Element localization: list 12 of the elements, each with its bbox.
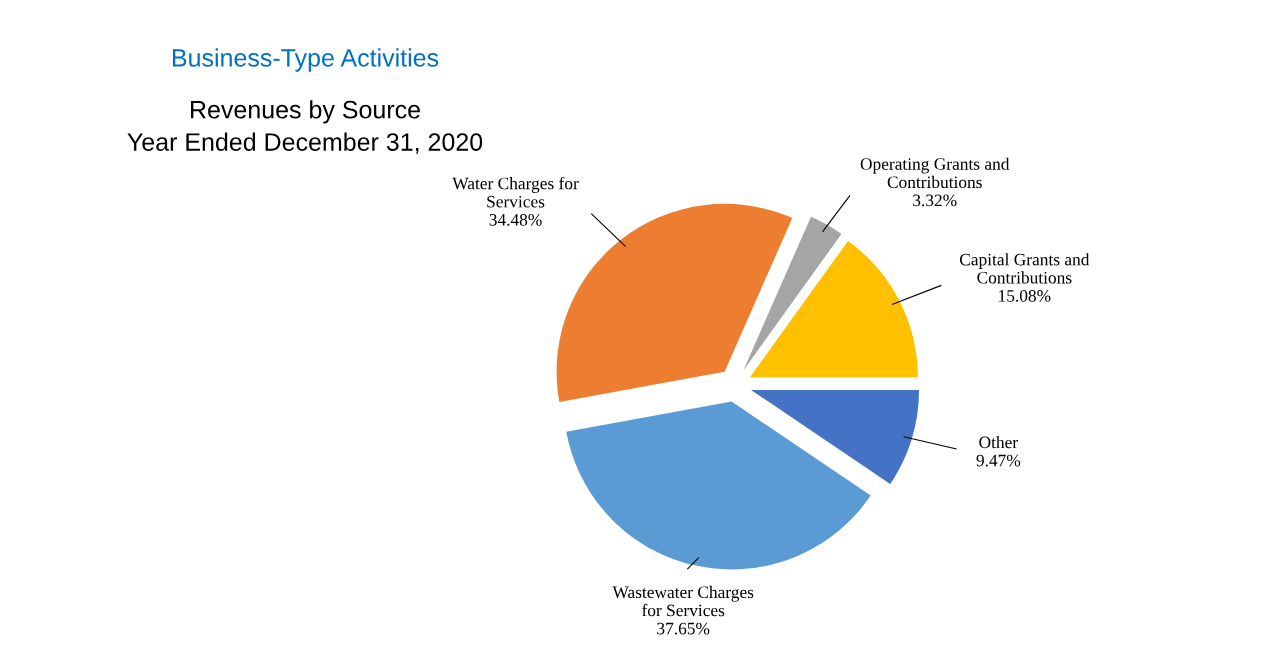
data-label: 37.65% bbox=[657, 622, 710, 635]
data-label: 3.32% bbox=[913, 194, 957, 207]
chart-subtitle: Revenues by Source Year Ended December 31, 2020 bbox=[127, 100, 483, 154]
data-label: 9.47% bbox=[976, 454, 1021, 467]
slice-label: Wastewater Charges for Services bbox=[612, 585, 754, 617]
data-label: 34.48% bbox=[489, 213, 542, 226]
slice-label: Capital Grants and Contributions bbox=[959, 253, 1090, 284]
slice-label: Water Charges for Services bbox=[452, 176, 579, 208]
slice-label: Operating Grants and Contributions bbox=[860, 157, 1010, 189]
chart-title: Business-Type Activities bbox=[172, 48, 439, 72]
data-label: 15.08% bbox=[999, 290, 1051, 302]
slice-label: Other bbox=[979, 436, 1018, 449]
